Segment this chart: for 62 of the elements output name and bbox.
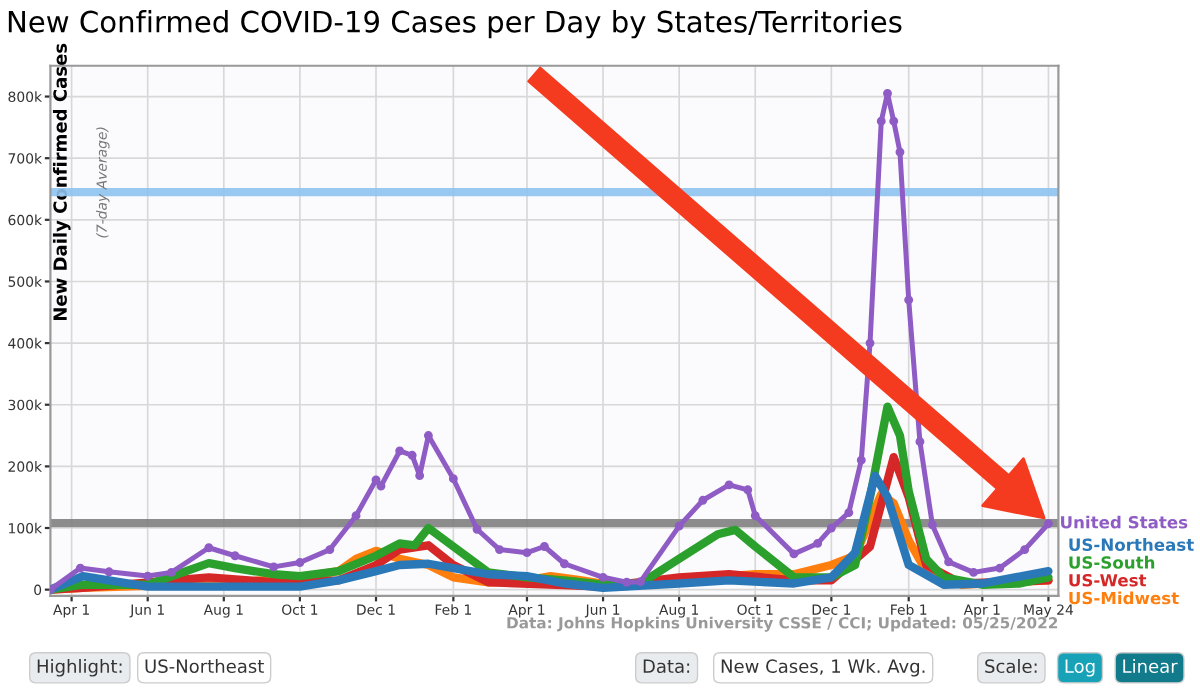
series-label: US-Northeast [1069,538,1194,551]
series-label: US-Midwest [1069,591,1179,605]
point [883,89,892,98]
point [1020,545,1030,555]
point [915,437,925,447]
point [415,471,425,481]
point [230,551,240,561]
point [395,446,405,456]
point [204,543,214,553]
y-axis-title: New Daily Confirmed Cases [52,43,71,321]
point [674,521,684,531]
point [813,538,823,548]
point [75,563,85,573]
point [559,559,569,569]
point [376,481,386,491]
point [895,147,905,157]
point [844,508,854,518]
point [371,475,381,485]
point [826,523,836,533]
series-label: United States [1061,515,1188,529]
point [995,563,1005,573]
point [325,545,335,555]
chart-title: New Confirmed COVID-19 Cases per Day by States/Territories [8,10,902,39]
text: New Cases, 1 Wk. Avg. [721,659,925,677]
point [724,480,734,490]
text: Scale: [985,659,1037,674]
point [750,511,760,521]
text: Linear [1123,659,1178,674]
point [448,474,458,484]
point [622,577,632,587]
point [889,116,899,126]
point [295,558,305,567]
point [539,542,549,551]
point [166,567,176,577]
point [143,571,153,581]
point [351,511,361,521]
point [495,545,504,555]
point [269,562,279,572]
point [876,116,886,126]
point [698,495,708,505]
series-label: US-West [1069,573,1147,587]
text: Log [1065,659,1095,677]
point [104,567,114,577]
point [969,567,979,577]
point [743,485,753,495]
point [1043,519,1053,529]
point [927,520,937,530]
text: US-Northeast [145,659,264,674]
point [789,549,799,559]
text: Highlight: [37,659,122,677]
point [636,577,645,587]
point [423,431,433,440]
point [522,548,532,558]
point [944,557,954,567]
text: Data: [643,659,690,674]
series-label: US-South [1069,555,1155,569]
point [865,338,875,348]
point [407,450,417,460]
point [904,295,914,305]
point [472,524,482,534]
point [856,455,866,465]
point [598,572,608,582]
